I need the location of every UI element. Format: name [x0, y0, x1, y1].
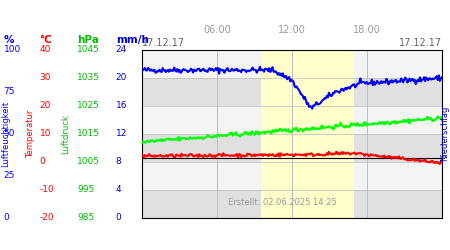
Text: 40: 40 [40, 46, 51, 54]
Text: 24: 24 [116, 46, 127, 54]
Text: -20: -20 [40, 213, 54, 222]
Text: 4: 4 [116, 185, 122, 194]
Text: Luftfeuchtigkeit: Luftfeuchtigkeit [1, 101, 10, 167]
Text: 0: 0 [116, 213, 122, 222]
Text: 1015: 1015 [77, 129, 100, 138]
Text: mm/h: mm/h [116, 35, 148, 45]
Text: 995: 995 [77, 185, 94, 194]
Text: 06:00: 06:00 [203, 25, 231, 35]
Text: 12: 12 [116, 129, 127, 138]
Text: 30: 30 [40, 74, 51, 82]
Text: 100: 100 [4, 46, 21, 54]
Text: 16: 16 [116, 101, 127, 110]
Text: hPa: hPa [77, 35, 99, 45]
Text: -10: -10 [40, 185, 54, 194]
Bar [261, 50, 354, 217]
Text: 1045: 1045 [77, 46, 100, 54]
Text: 10: 10 [40, 129, 51, 138]
Text: 20: 20 [116, 74, 127, 82]
Text: 1025: 1025 [77, 101, 100, 110]
Bar [142, 106, 442, 134]
Text: Luftdruck: Luftdruck [61, 114, 70, 154]
Text: 1035: 1035 [77, 74, 100, 82]
Bar [142, 78, 442, 106]
Text: 1005: 1005 [77, 157, 100, 166]
Text: 985: 985 [77, 213, 94, 222]
Bar [142, 134, 442, 162]
Text: 75: 75 [4, 87, 15, 96]
Bar [142, 50, 442, 78]
Text: 17.12.17: 17.12.17 [142, 38, 185, 48]
Text: %: % [4, 35, 14, 45]
Text: 8: 8 [116, 157, 122, 166]
Bar [142, 190, 442, 218]
Text: 17.12.17: 17.12.17 [399, 38, 442, 48]
Text: 50: 50 [4, 129, 15, 138]
Text: 20: 20 [40, 101, 51, 110]
Text: 0: 0 [40, 157, 45, 166]
Text: 0: 0 [4, 213, 9, 222]
Text: Niederschlag: Niederschlag [440, 106, 449, 162]
Text: 12:00: 12:00 [278, 25, 306, 35]
Text: Temperatur: Temperatur [26, 110, 35, 158]
Text: °C: °C [40, 35, 52, 45]
Text: 25: 25 [4, 171, 15, 180]
Bar [142, 162, 442, 190]
Text: 18:00: 18:00 [353, 25, 381, 35]
Text: Erstellt: 02.06.2025 14:25: Erstellt: 02.06.2025 14:25 [229, 198, 337, 207]
